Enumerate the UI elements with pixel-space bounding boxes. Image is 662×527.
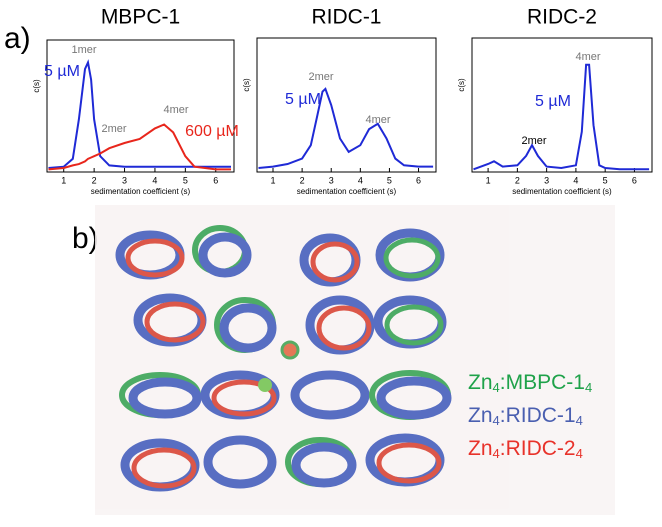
legend-entry: Zn4:MBPC-14 (468, 371, 592, 396)
series-line (258, 87, 434, 169)
chart-title: RIDC-1 (311, 6, 381, 29)
annotation: 4mer (365, 114, 390, 126)
protein-structure (95, 205, 615, 515)
annotation: 2mer (521, 135, 546, 147)
x-tick-label: 4 (573, 175, 578, 185)
x-tick-label: 2 (92, 175, 97, 185)
x-tick-label: 4 (358, 175, 363, 185)
x-axis-label: sedimentation coefficient (s) (297, 187, 397, 196)
subscript: 4 (493, 446, 500, 461)
x-tick-label: 5 (603, 175, 608, 185)
plot-frame (256, 37, 437, 173)
x-tick-label: 3 (329, 175, 334, 185)
legend-entry: Zn4:RIDC-24 (468, 437, 583, 462)
x-tick-label: 6 (416, 175, 421, 185)
y-axis-label: c(s) (457, 78, 466, 92)
y-axis-label: c(s) (242, 78, 251, 92)
x-tick-label: 6 (632, 175, 637, 185)
series-label: 600 µM (185, 123, 239, 140)
x-tick-label: 2 (515, 175, 520, 185)
x-tick-label: 1 (61, 175, 66, 185)
x-tick-label: 3 (122, 175, 127, 185)
legend-entry: Zn4:RIDC-14 (468, 404, 583, 429)
subscript: 4 (585, 380, 592, 395)
legend-text: Zn (468, 437, 493, 460)
x-tick-label: 6 (213, 175, 218, 185)
chart: RIDC-2 1 2 3 4 5 6 sedimentation coefficient (s… (457, 6, 653, 196)
subscript: 4 (576, 446, 583, 461)
legend-text: :RIDC-1 (500, 404, 576, 427)
x-axis-label: sedimentation coefficient (s) (512, 187, 612, 196)
annotation: 2mer (308, 71, 333, 83)
annotation: 4mer (575, 51, 600, 63)
x-tick-label: 4 (152, 175, 157, 185)
chart-title: RIDC-2 (527, 6, 597, 29)
series-label: 5 µM (44, 63, 80, 80)
series-line (48, 59, 231, 169)
series-line (48, 123, 231, 171)
chart: MBPC-1 1 2 3 4 5 6 sedimentation coefficient (s… (32, 6, 239, 197)
x-tick-label: 5 (387, 175, 392, 185)
plot-frame (471, 37, 653, 173)
series-label: 5 µM (535, 93, 571, 110)
subscript: 4 (576, 413, 583, 428)
chart: RIDC-1 1 2 3 4 5 6 sedimentation coefficient (s… (242, 6, 437, 196)
annotation: 1mer (71, 44, 96, 56)
panel-label: b) (72, 222, 99, 255)
subscript: 4 (493, 380, 500, 395)
x-tick-label: 2 (300, 175, 305, 185)
annotation: 4mer (163, 104, 188, 116)
plot-frame (46, 39, 235, 173)
x-tick-label: 1 (486, 175, 491, 185)
series-label: 5 µM (285, 91, 321, 108)
y-axis-label: c(s) (32, 79, 41, 93)
x-axis-label: sedimentation coefficient (s) (91, 187, 191, 196)
legend-text: Zn (468, 371, 493, 394)
subscript: 4 (493, 413, 500, 428)
x-tick-label: 5 (183, 175, 188, 185)
legend-text: :RIDC-2 (500, 437, 576, 460)
x-tick-label: 1 (271, 175, 276, 185)
series-line (473, 63, 650, 171)
x-tick-label: 3 (544, 175, 549, 185)
chart-title: MBPC-1 (101, 6, 180, 29)
legend-text: :MBPC-1 (500, 371, 585, 394)
legend-text: Zn (468, 404, 493, 427)
panel-label: a) (4, 22, 31, 55)
annotation: 2mer (101, 123, 126, 135)
